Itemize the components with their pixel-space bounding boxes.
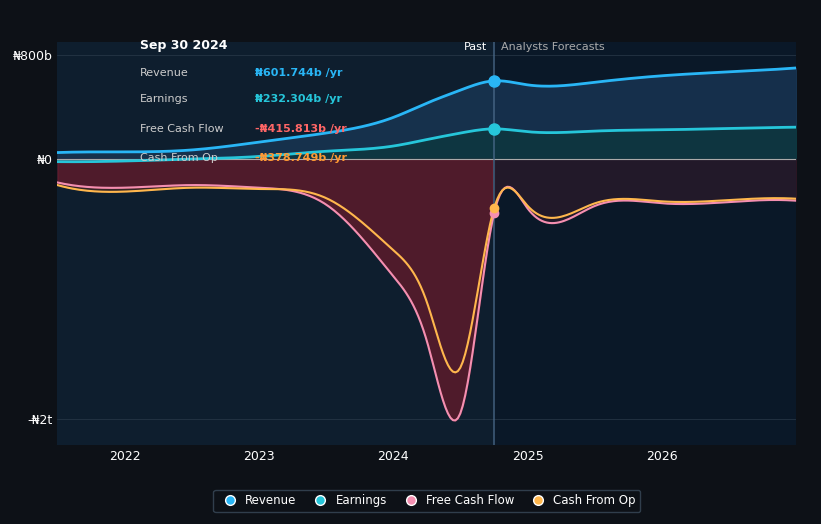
Bar [57,42,494,445]
Text: Analysts Forecasts: Analysts Forecasts [501,42,604,52]
Text: Cash From Op: Cash From Op [140,153,218,163]
Bar [494,42,796,445]
Text: ₦601.744b /yr: ₦601.744b /yr [255,68,343,78]
Text: Sep 30 2024: Sep 30 2024 [140,39,227,51]
Text: Free Cash Flow: Free Cash Flow [140,124,223,134]
Legend: Revenue, Earnings, Free Cash Flow, Cash From Op: Revenue, Earnings, Free Cash Flow, Cash … [213,490,640,512]
Text: ₦232.304b /yr: ₦232.304b /yr [255,94,342,104]
Text: -₦415.813b /yr: -₦415.813b /yr [255,124,347,134]
Text: Revenue: Revenue [140,68,188,78]
Text: Past: Past [464,42,488,52]
Text: -₦378.749b /yr: -₦378.749b /yr [255,153,347,163]
Text: Earnings: Earnings [140,94,188,104]
